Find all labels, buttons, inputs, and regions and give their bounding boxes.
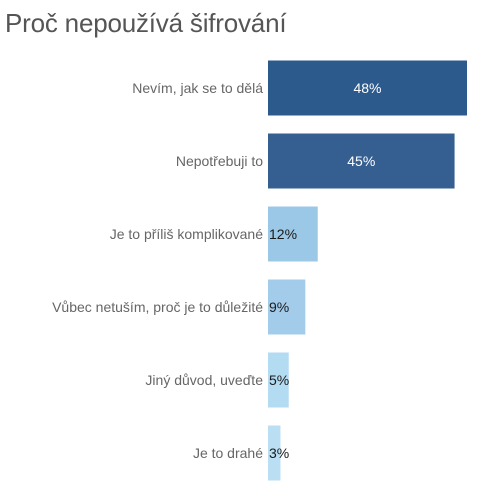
value-label: 48%: [353, 80, 381, 96]
category-label: Jiný důvod, uveďte: [145, 372, 263, 388]
category-label: Nevím, jak se to dělá: [132, 80, 263, 96]
bar: [268, 352, 289, 408]
category-label: Nepotřebuji to: [176, 153, 263, 169]
value-label: 12%: [269, 226, 297, 242]
bar: [268, 206, 318, 262]
category-label: Je to příliš komplikované: [110, 226, 264, 242]
category-label: Je to drahé: [193, 445, 263, 461]
bar: [268, 60, 467, 116]
bar: [268, 425, 281, 481]
value-label: 45%: [347, 153, 375, 169]
value-label: 3%: [269, 445, 289, 461]
bar: [268, 133, 455, 189]
value-label: 9%: [269, 299, 289, 315]
chart-title: Proč nepoužívá šifrování: [5, 8, 287, 38]
value-label: 5%: [269, 372, 289, 388]
category-label: Vůbec netuším, proč je to důležité: [52, 299, 263, 315]
bar: [268, 279, 306, 335]
